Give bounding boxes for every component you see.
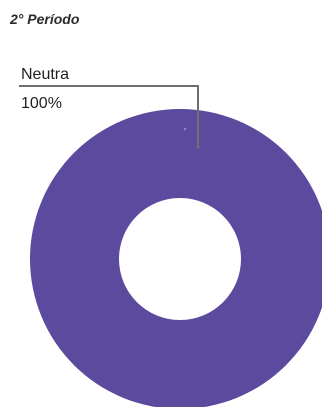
slice-value-label: 100% [21,95,62,112]
donut-slices [30,109,322,407]
donut-slice-neutra [30,109,322,407]
slice-category-label: Neutra [21,66,69,83]
slice-marker-dot [183,127,187,131]
donut-labels: Neutra 100% [19,66,200,149]
period-title: 2° Período [10,11,80,27]
leader-anchor-dot [196,145,200,149]
leader-line [19,85,199,147]
